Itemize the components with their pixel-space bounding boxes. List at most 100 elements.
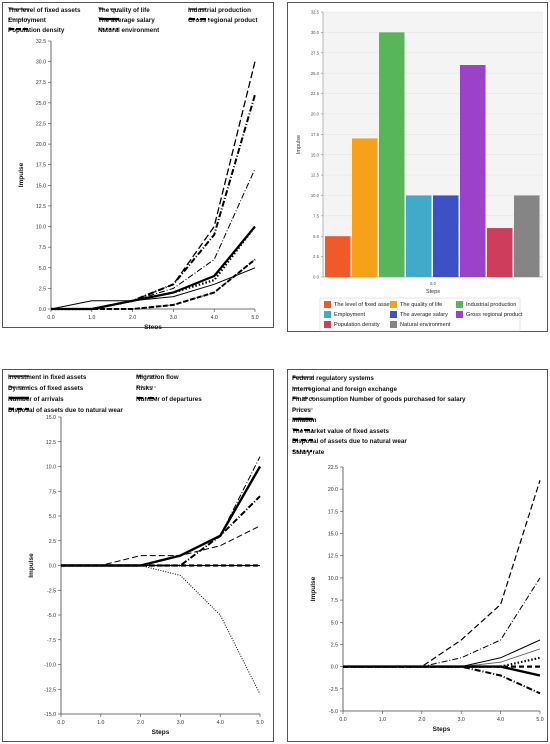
legend-swatch <box>293 387 313 388</box>
legend-item-natural-environment: Natural environment <box>390 321 450 329</box>
y-tick-label: 12.5 <box>311 173 320 178</box>
y-tick-label: 12.5 <box>36 204 46 210</box>
y-tick-label: 22.5 <box>328 465 338 471</box>
legend-label: The average salary <box>400 312 448 318</box>
x-axis-label: Steps <box>152 729 170 736</box>
legend-item-number-of-departures: Number of departures <box>136 395 202 404</box>
y-tick-label: 7.5 <box>313 213 319 218</box>
legend-swatch <box>137 397 157 399</box>
legend-label: Inflation <box>292 417 317 424</box>
legend-swatch <box>99 17 119 21</box>
x-tick-label: 2.0 <box>137 720 144 726</box>
legend-label: The average salary <box>98 17 155 24</box>
legend-swatch <box>324 301 331 309</box>
legend-label: Industrial production <box>466 302 517 308</box>
legend-label: Employment <box>334 312 366 318</box>
legend-item-the-average-salary: The average salary <box>390 311 448 319</box>
bar-population-density <box>487 228 513 277</box>
series-line-risks <box>61 565 261 695</box>
x-tick-label: 3.0 <box>170 315 177 321</box>
y-tick-label: 30.0 <box>311 30 320 35</box>
legend-swatch <box>189 18 209 20</box>
bar-the-average-salary <box>433 195 459 277</box>
legend-item-number-of-arrivals: Number of arrivals <box>8 395 64 404</box>
legend-item-the-level-of-fixed-assets: The level of fixed assets <box>324 301 394 309</box>
y-tick-label: 2.5 <box>313 254 319 259</box>
legend-item-dynamics-of-fixed-assets: Dynamics of fixed assets <box>8 384 83 393</box>
y-tick-label: 0.0 <box>313 275 319 280</box>
y-tick-label: 15.0 <box>311 152 320 157</box>
y-tick-label: 22.5 <box>36 121 46 127</box>
y-tick-label: -7.5 <box>47 638 56 644</box>
legend-item-risks: Risks <box>136 384 157 393</box>
y-tick-label: 12.5 <box>46 440 56 446</box>
line-chart-4: -5.0 -2.5 0.0 2.5 5.0 7.5 10.0 12.5 15.0 17.5 20.0… <box>310 465 544 733</box>
legend-swatch <box>456 311 463 319</box>
series-line-salary-rate <box>343 656 541 668</box>
legend-item-the-quality-of-life: The quality of life <box>390 301 442 309</box>
legend-label: Number of arrivals <box>8 396 64 403</box>
x-tick-label: 4.0 <box>217 720 224 726</box>
legend-swatch <box>390 311 397 319</box>
y-tick-label: 5.0 <box>313 234 319 239</box>
legend-label: Number of departures <box>136 396 202 403</box>
bar-industrial-production <box>379 32 405 277</box>
y-tick-label: 15.0 <box>46 415 56 421</box>
y-tick-label: 27.5 <box>36 80 46 86</box>
x-tick-label: 5.0 <box>430 281 436 286</box>
legend-swatch <box>293 417 313 421</box>
legend-box <box>319 297 521 332</box>
y-tick-label: -15.0 <box>44 712 56 718</box>
legend-item-the-quality-of-life: The quality of life <box>98 6 150 15</box>
legend-label: Population density <box>8 27 65 34</box>
series-line-the-quality-of-life <box>51 168 256 310</box>
legend-item-the-level-of-fixed-assets: The level of fixed assets <box>8 6 80 15</box>
y-axis-label: Impulse <box>310 576 317 601</box>
legend-swatch <box>390 321 397 329</box>
chart-panel-2: 0.0 2.5 5.0 7.5 10.0 12.5 15.0 17.5 20.0 22.5 25.0… <box>287 2 548 332</box>
legend-swatch <box>9 8 29 10</box>
line-chart-3: -15.0 -12.5 -10.0 -7.5 -5.0 -2.5 0.0 2.5 5.0 7.5 1… <box>28 415 264 736</box>
legend-label: Interregional and foreign exchange <box>292 385 397 393</box>
legend-item-prices: Prices <box>292 406 313 415</box>
legend-label: Gross regional product <box>188 17 258 24</box>
x-tick-label: 1.0 <box>97 720 104 726</box>
y-tick-label: 0.0 <box>39 307 46 313</box>
y-tick-label: 25.0 <box>311 71 320 76</box>
legend-item-federal-regulatory-systems: Federal regulatory systems <box>292 374 374 383</box>
y-tick-label: 10.0 <box>311 193 320 198</box>
x-tick-label: 1.0 <box>88 315 95 321</box>
legend-swatch <box>189 8 209 10</box>
legend-label: Natural environment <box>98 27 160 34</box>
legend-swatch <box>99 8 119 10</box>
y-tick-label: 2.5 <box>331 642 338 648</box>
bar-chart-2: 0.0 2.5 5.0 7.5 10.0 12.5 15.0 17.5 20.0 22.5 25.0… <box>296 10 543 332</box>
y-tick-label: 2.5 <box>39 286 46 292</box>
legend-item-disposal-of-assets-due-to-natural-wear: Disposal of assets due to natural wear <box>8 406 123 415</box>
x-axis-label: Steps <box>426 289 440 295</box>
y-tick-label: 15.0 <box>328 532 338 538</box>
chart-panel-3: Investment in fixed assets Migration flow… <box>2 369 274 742</box>
x-tick-label: 3.0 <box>177 720 184 726</box>
x-tick-label: 1.0 <box>379 717 386 723</box>
y-axis-label: Impulse <box>18 162 25 187</box>
y-tick-label: 10.0 <box>36 225 46 231</box>
legend-swatch <box>293 397 313 399</box>
legend-swatch <box>293 438 313 442</box>
legend-label: Gross regional product <box>466 312 523 318</box>
legend-swatch <box>9 386 29 388</box>
series-line-industrial-production <box>51 61 256 310</box>
legend-item-interregional-and-foreign-exchange: Interregional and foreign exchange <box>292 385 397 394</box>
legend-item-employment: Employment <box>324 311 365 319</box>
legend-label: Population density <box>334 322 380 328</box>
y-tick-label: 22.5 <box>311 91 320 96</box>
legend-swatch <box>9 28 29 30</box>
x-tick-label: 4.0 <box>211 315 218 321</box>
legend-swatch <box>390 301 397 309</box>
legend-label: Investment in fixed assets <box>8 374 87 381</box>
y-tick-label: 10.0 <box>328 576 338 582</box>
legend-swatch <box>137 375 157 377</box>
series-line-dynamics-of-fixed-assets <box>61 525 261 566</box>
series-line-the-market-value-of-fixed-assets <box>343 665 541 695</box>
legend-item-final-consumption-number-of-goods-purchased-for-salary: Final consumption Number of goods purcha… <box>292 395 466 404</box>
